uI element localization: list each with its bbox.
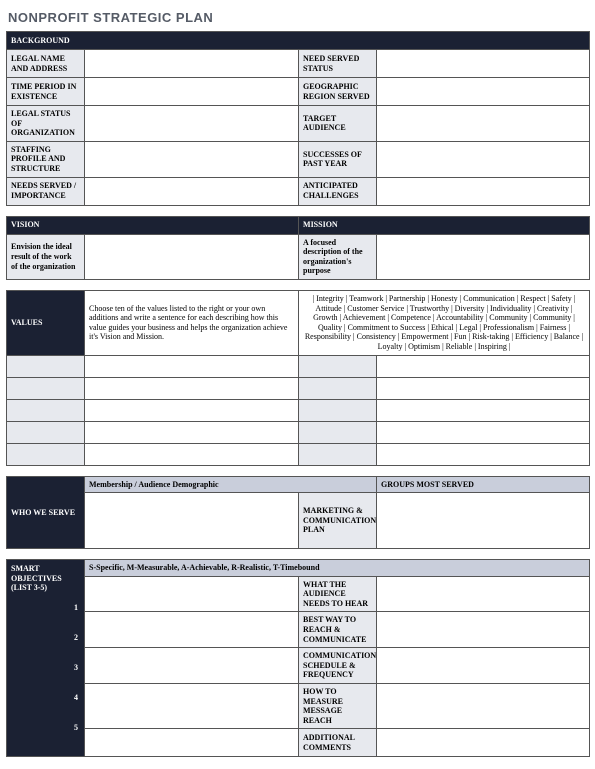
smart-number-5: 5 [11,723,78,733]
groups-header: GROUPS MOST SERVED [377,476,590,493]
values-row-0-r[interactable] [299,355,377,377]
smart-right-4-val[interactable] [377,729,590,757]
bg-right-4-val[interactable] [377,177,590,205]
values-row-1-r[interactable] [299,377,377,399]
values-row-2-l[interactable] [7,399,85,421]
values-row-2-lv[interactable] [85,399,299,421]
values-instruction: Choose ten of the values listed to the r… [85,290,299,355]
bg-left-4: NEEDS SERVED / IMPORTANCE [7,177,85,205]
bg-left-0: LEGAL NAME AND ADDRESS [7,50,85,78]
values-row-2-rv[interactable] [377,399,590,421]
values-row-1-l[interactable] [7,377,85,399]
values-row-0-lv[interactable] [85,355,299,377]
vision-val[interactable] [85,234,299,279]
smart-2-val[interactable] [85,612,299,648]
smart-right-0: WHAT THE AUDIENCE NEEDS TO HEAR [299,576,377,612]
marketing-label: MARKETING & COMMUNICATION PLAN [299,493,377,549]
values-row-1-rv[interactable] [377,377,590,399]
smart-right-2-val[interactable] [377,648,590,684]
values-list: | Integrity | Teamwork | Partnership | H… [299,290,590,355]
values-label: VALUES [7,290,85,355]
mission-text: A focused description of the organizatio… [299,234,377,279]
smart-3-val[interactable] [85,648,299,684]
membership-val[interactable] [85,493,299,549]
bg-left-3-val[interactable] [85,141,299,177]
smart-right-3: HOW TO MEASURE MESSAGE REACH [299,684,377,729]
smart-right-1: BEST WAY TO REACH & COMMUNICATE [299,612,377,648]
values-row-3-r[interactable] [299,421,377,443]
smart-5-val[interactable] [85,729,299,757]
smart-right-3-val[interactable] [377,684,590,729]
smart-number-4: 4 [11,693,78,703]
bg-right-0-val[interactable] [377,50,590,78]
smart-number-2: 2 [11,633,78,643]
bg-left-3: STAFFING PROFILE AND STRUCTURE [7,141,85,177]
bg-left-1: TIME PERIOD IN EXISTENCE [7,78,85,106]
bg-right-3-val[interactable] [377,141,590,177]
values-row-3-rv[interactable] [377,421,590,443]
bg-right-2: TARGET AUDIENCE [299,106,377,142]
values-row-3-l[interactable] [7,421,85,443]
smart-number-1: 1 [11,603,78,613]
mission-header: MISSION [299,216,590,234]
values-row-0-rv[interactable] [377,355,590,377]
bg-right-0: NEED SERVED STATUS [299,50,377,78]
bg-left-0-val[interactable] [85,50,299,78]
values-row-4-r[interactable] [299,443,377,465]
values-table: VALUES Choose ten of the values listed t… [6,290,590,466]
smart-1-val[interactable] [85,576,299,612]
smart-table: SMART OBJECTIVES (LIST 3-5)12345 S-Speci… [6,559,590,757]
vision-header: VISION [7,216,299,234]
smart-right-1-val[interactable] [377,612,590,648]
mission-val[interactable] [377,234,590,279]
background-header: BACKGROUND [7,32,590,50]
smart-label: SMART OBJECTIVES (LIST 3-5)12345 [7,560,85,757]
bg-right-2-val[interactable] [377,106,590,142]
values-row-4-l[interactable] [7,443,85,465]
smart-right-4: ADDITIONAL COMMENTS [299,729,377,757]
membership-header: Membership / Audience Demographic [85,476,377,493]
smart-number-3: 3 [11,663,78,673]
values-row-4-rv[interactable] [377,443,590,465]
bg-right-1-val[interactable] [377,78,590,106]
smart-right-0-val[interactable] [377,576,590,612]
values-row-3-lv[interactable] [85,421,299,443]
vision-text: Envision the ideal result of the work of… [7,234,85,279]
who-we-serve-table: WHO WE SERVE Membership / Audience Demog… [6,476,590,550]
smart-right-2: COMMUNICATION SCHEDULE & FREQUENCY [299,648,377,684]
bg-left-1-val[interactable] [85,78,299,106]
who-we-serve-label: WHO WE SERVE [7,476,85,549]
vision-mission-table: VISION MISSION Envision the ideal result… [6,216,590,280]
background-table: BACKGROUND LEGAL NAME AND ADDRESS NEED S… [6,31,590,206]
bg-right-4: ANTICIPATED CHALLENGES [299,177,377,205]
bg-right-1: GEOGRAPHIC REGION SERVED [299,78,377,106]
values-row-1-lv[interactable] [85,377,299,399]
values-row-2-r[interactable] [299,399,377,421]
bg-left-2-val[interactable] [85,106,299,142]
values-row-4-lv[interactable] [85,443,299,465]
bg-left-4-val[interactable] [85,177,299,205]
page-title: NONPROFIT STRATEGIC PLAN [6,6,589,31]
bg-left-2: LEGAL STATUS OF ORGANIZATION [7,106,85,142]
bg-right-3: SUCCESSES OF PAST YEAR [299,141,377,177]
groups-val[interactable] [377,493,590,549]
values-row-0-l[interactable] [7,355,85,377]
smart-definition: S-Specific, M-Measurable, A-Achievable, … [85,560,590,577]
smart-4-val[interactable] [85,684,299,729]
